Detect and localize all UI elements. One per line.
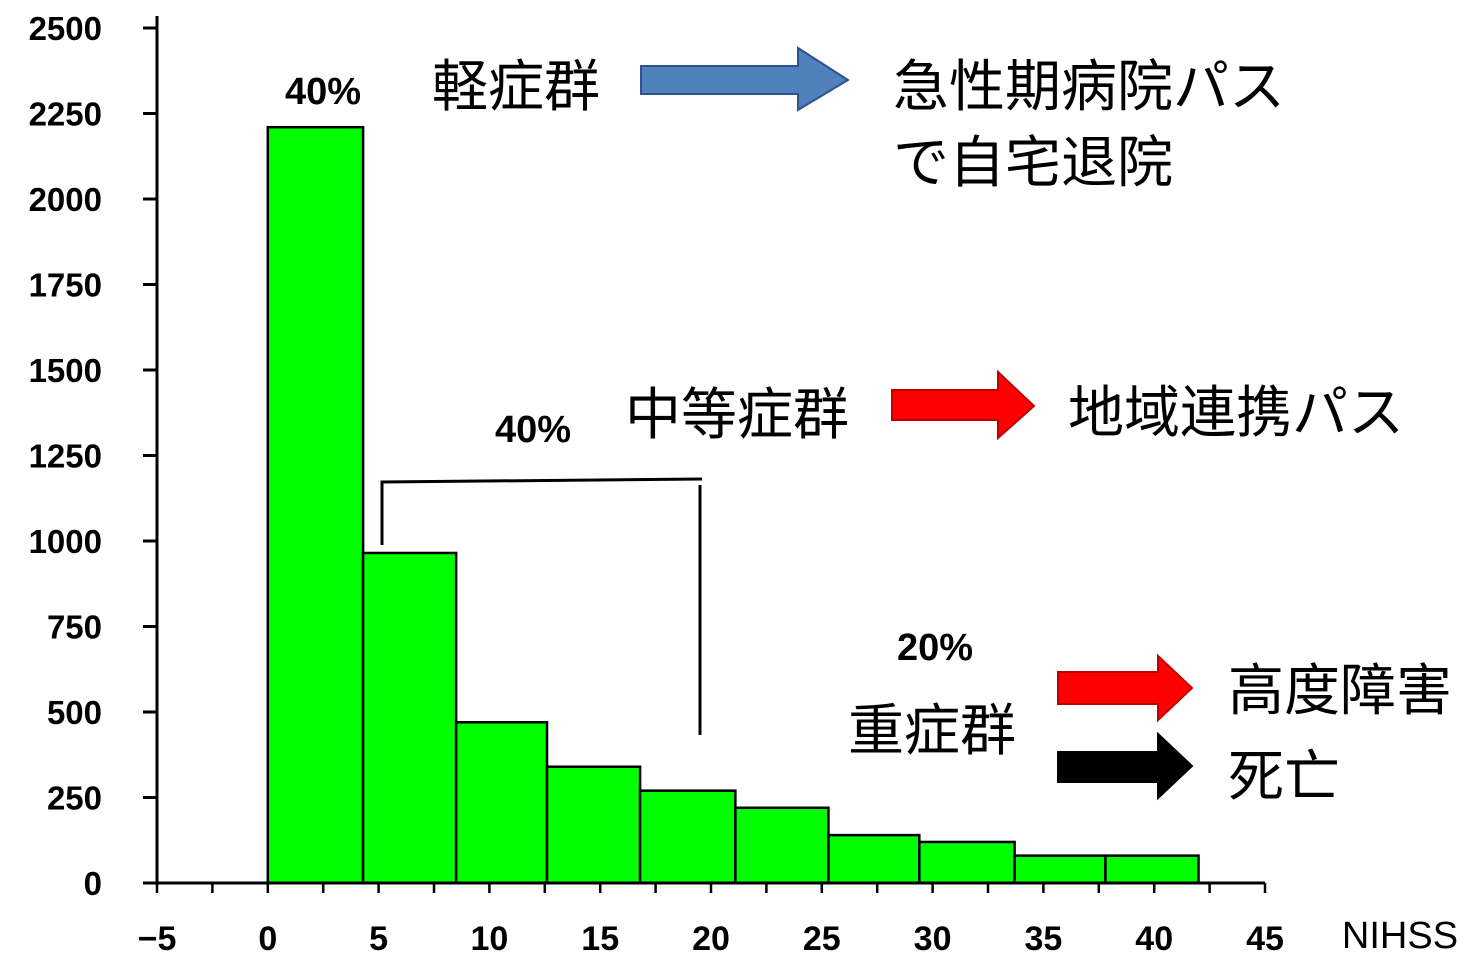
y-tick-label: 2500 <box>29 10 102 47</box>
x-tick-label: 20 <box>692 920 730 955</box>
y-tick-label: 2250 <box>29 96 102 133</box>
axes <box>143 16 1267 893</box>
severe-percent-label: 20% <box>897 627 973 669</box>
histogram-bar-10 <box>1104 854 1200 885</box>
mild-outcome-line1: 急性期病院パス <box>893 55 1285 120</box>
severe-outcome-disability: 高度障害 <box>1228 659 1452 724</box>
y-tick-label: 750 <box>47 609 102 646</box>
histogram-bar-8 <box>918 840 1016 885</box>
x-tick-label: 30 <box>914 920 952 955</box>
x-tick-label: 25 <box>803 920 841 955</box>
severe-death-arrow <box>1057 731 1194 801</box>
severe-group-label: 重症群 <box>848 699 1016 764</box>
histogram-bar-7 <box>827 833 921 885</box>
mild-arrow <box>640 46 850 112</box>
y-tick-label: 1250 <box>29 438 102 475</box>
x-tick-label: 15 <box>581 920 619 955</box>
x-tick-label: −5 <box>138 920 177 955</box>
histogram-bar-9 <box>1013 854 1107 885</box>
y-tick-labels: 0 250 500 750 1000 1250 1500 1750 2000 2250 2500 <box>29 10 102 902</box>
severe-outcome-death: 死亡 <box>1228 745 1340 810</box>
x-tick-label: 35 <box>1024 920 1062 955</box>
y-tick-label: 0 <box>84 865 102 902</box>
moderate-group-label: 中等症群 <box>625 383 849 448</box>
histogram-bar-5 <box>638 789 737 885</box>
x-tick-label: 10 <box>470 920 508 955</box>
moderate-percent-label: 40% <box>495 409 571 451</box>
y-tick-label: 1500 <box>29 352 102 389</box>
x-tick-label: 5 <box>369 920 388 955</box>
x-tick-labels: −5 0 5 10 15 20 25 30 35 40 45 <box>138 920 1284 955</box>
moderate-outcome-label: 地域連携パス <box>1068 381 1404 446</box>
x-axis-label: NIHSS <box>1342 915 1458 955</box>
x-tick-label: 0 <box>258 920 277 955</box>
y-tick-label: 1750 <box>29 267 102 304</box>
x-tick-label: 40 <box>1135 920 1173 955</box>
severe-disability-arrow <box>1057 653 1194 723</box>
y-tick-label: 1000 <box>29 523 102 560</box>
histogram-bar-4 <box>545 765 642 885</box>
histogram-bar-3 <box>454 721 549 885</box>
y-tick-label: 250 <box>47 780 102 817</box>
moderate-bracket <box>380 477 703 545</box>
histogram-bar-2 <box>361 551 458 885</box>
histogram-bar-1 <box>266 125 365 885</box>
x-tick-label: 45 <box>1246 920 1284 955</box>
moderate-arrow <box>891 369 1036 441</box>
y-tick-label: 500 <box>47 694 102 731</box>
histogram-bars <box>266 125 1200 885</box>
mild-group-label: 軽症群 <box>432 55 600 120</box>
mild-percent-label: 40% <box>285 71 361 113</box>
mild-outcome-line2: で自宅退院 <box>893 131 1173 196</box>
y-tick-label: 2000 <box>29 181 102 218</box>
histogram-bar-6 <box>734 806 830 885</box>
